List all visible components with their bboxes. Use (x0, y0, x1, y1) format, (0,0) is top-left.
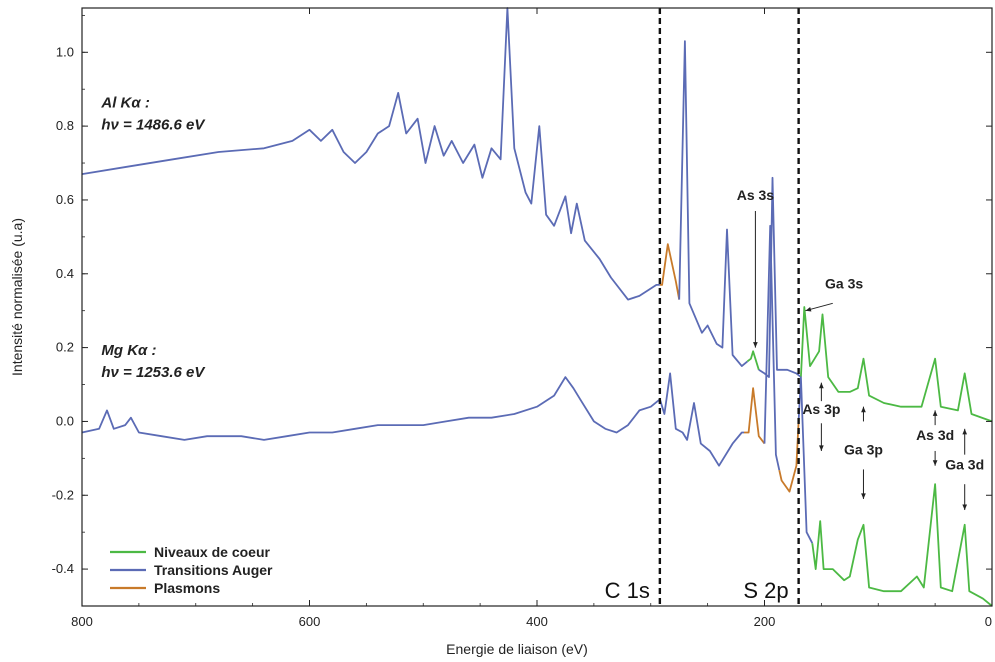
plot-area (82, 8, 992, 606)
arrow-as-3s (753, 211, 758, 348)
series-line-transitions-auger (81, 372, 744, 467)
arrow-head (861, 406, 866, 413)
annotations: Al Kα : hν = 1486.6 eV Mg Kα : hν = 1253.6 … (100, 95, 984, 511)
legend-item-niveaux-de-coeur: Niveaux de coeur (110, 544, 270, 560)
x-tick-label: 0 (985, 614, 992, 629)
arrow-head (932, 410, 938, 416)
x-tick-label: 200 (754, 614, 776, 629)
legend-label: Transitions Auger (154, 562, 273, 578)
legend: Niveaux de coeur Transitions Auger Plasmon… (110, 544, 273, 596)
series-line-plasmons (744, 387, 766, 445)
source-label-mg-line-0: Mg Kα : (101, 342, 156, 359)
arrow-ga-3p-down (861, 469, 866, 499)
arrow-ga-3s (805, 302, 833, 312)
arrow-head (962, 504, 968, 511)
y-tick-label: 0.4 (56, 266, 74, 281)
arrow-as-3p-up (819, 382, 824, 402)
legend-item-transitions-auger: Transitions Auger (110, 562, 273, 578)
series-line-niveaux-de-coeur (811, 483, 993, 607)
axes: -0.4 -0.2 0.0 0.2 0.4 0.6 0.8 1.0 800 600 400 200 0 E… (9, 7, 993, 657)
arrow-head (819, 445, 824, 451)
series-line-transitions-auger (81, 7, 660, 301)
arrow-head (805, 306, 812, 312)
legend-item-plasmons: Plasmons (110, 580, 220, 596)
y-tick-label: 0.6 (56, 192, 74, 207)
y-tick-label: 0.8 (56, 118, 74, 133)
series-line-transitions-auger (758, 176, 802, 378)
peak-label-ga-3p: Ga 3p (844, 442, 883, 458)
reference-lines: C 1s S 2p (605, 8, 800, 606)
arrow-as-3d-up (932, 410, 938, 426)
series-line-plasmons (778, 421, 800, 493)
arrow-ga-3d-up (962, 428, 968, 455)
arrow-head (819, 382, 824, 389)
arrow-as-3p-down (819, 423, 824, 451)
arrow-as-3d-down (932, 450, 938, 466)
peak-label-as-3p: As 3p (802, 401, 840, 417)
plot-background (82, 8, 992, 606)
legend-label: Niveaux de coeur (154, 544, 270, 560)
x-tick-label: 800 (71, 614, 93, 629)
x-tick-label: 400 (526, 614, 548, 629)
x-tick-label: 600 (299, 614, 321, 629)
y-axis-title: Intensité normalisée (u.a) (9, 218, 25, 376)
series-line-transitions-auger (763, 224, 781, 471)
peak-label-as-3d: As 3d (916, 427, 954, 443)
legend-label: Plasmons (154, 580, 220, 596)
series-line-niveaux-de-coeur (800, 306, 993, 423)
arrow-head (962, 428, 968, 435)
series-line-niveaux-de-coeur (746, 350, 760, 371)
y-tick-label: 0.2 (56, 340, 74, 355)
arrow-ga-3p-up (861, 406, 866, 422)
arrow-head (753, 342, 758, 348)
ref-label-s-2p: S 2p (743, 578, 788, 603)
ref-label-c-1s: C 1s (605, 578, 650, 603)
y-tick-label: 1.0 (56, 44, 74, 59)
series-al-ka (81, 7, 993, 423)
series-line-transitions-auger (678, 40, 748, 367)
x-axis-title: Energie de liaison (eV) (446, 641, 588, 657)
source-label-al-line-1: hν = 1486.6 eV (101, 117, 206, 134)
peak-label-ga-3d: Ga 3d (945, 456, 984, 472)
arrow-ga-3d-down (962, 484, 968, 511)
y-tick-label: 0.0 (56, 413, 74, 428)
arrow-head (861, 493, 866, 499)
arrow-head (932, 460, 938, 466)
y-tick-label: -0.4 (52, 561, 74, 576)
peak-label-ga-3s: Ga 3s (825, 276, 863, 292)
source-label-al-line-0: Al Kα : (100, 95, 149, 112)
source-label-mg-line-1: hν = 1253.6 eV (101, 364, 206, 381)
series-line-plasmons (659, 243, 681, 300)
peak-label-as-3s: As 3s (737, 187, 775, 203)
y-tick-label: -0.2 (52, 487, 74, 502)
